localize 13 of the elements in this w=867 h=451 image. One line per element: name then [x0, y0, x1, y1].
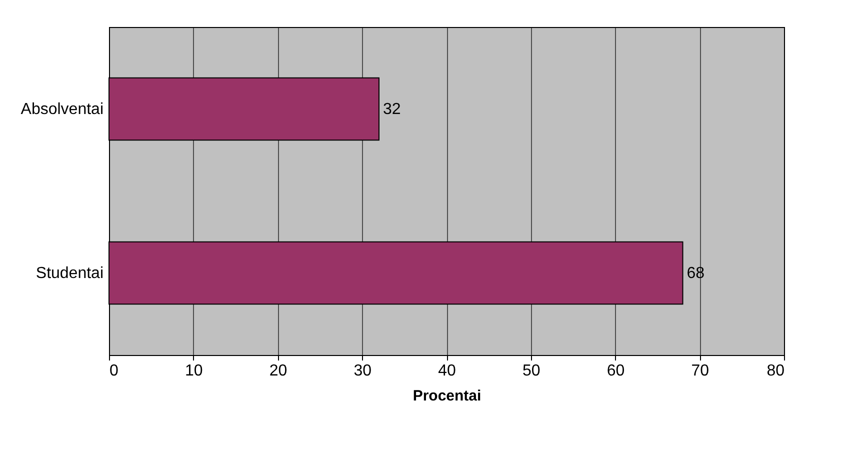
x-tick-label: 60: [606, 362, 625, 380]
y-tick-label: Studentai: [36, 265, 104, 282]
x-tick-label: 40: [438, 362, 456, 380]
x-tick-label: 10: [184, 362, 203, 380]
x-tick-label: 30: [354, 362, 372, 380]
x-tick-label: 80: [766, 362, 785, 380]
x-axis-title: Procentai: [412, 388, 482, 404]
x-tick-label: 70: [691, 362, 710, 380]
data-label: 32: [383, 101, 401, 118]
x-tick-label: 0: [110, 362, 118, 380]
y-tick-label: Absolventai: [20, 101, 104, 118]
x-tick-label: 50: [522, 362, 540, 380]
x-tick-label: 20: [269, 362, 288, 380]
